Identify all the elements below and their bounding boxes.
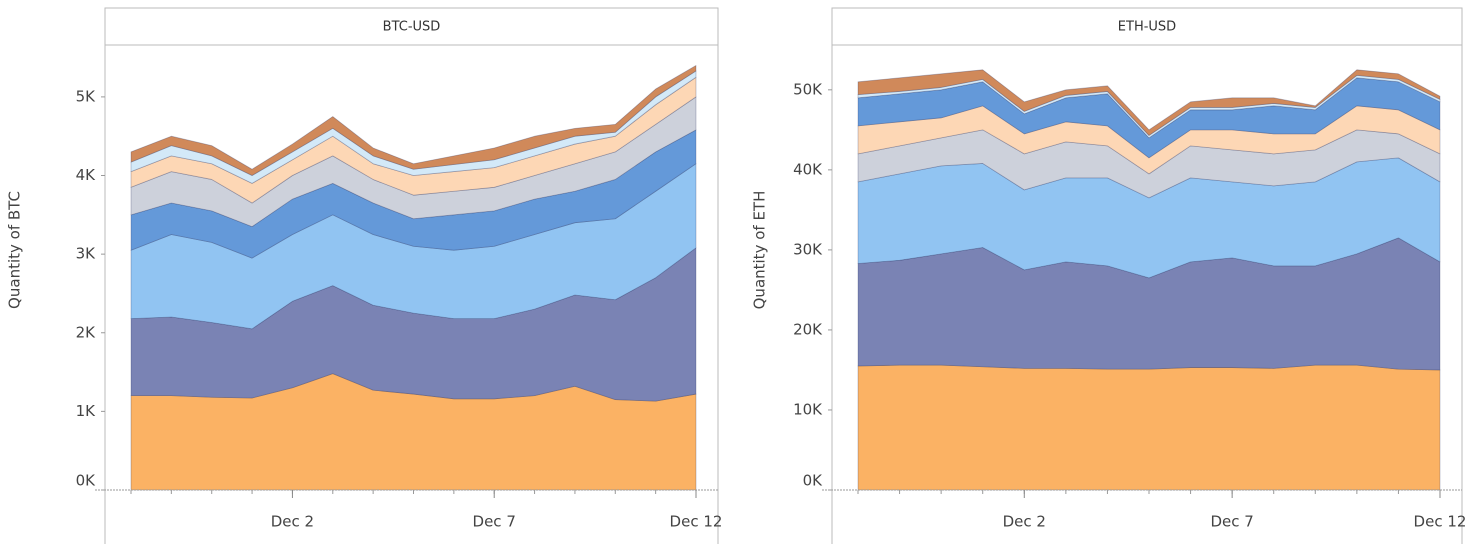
y-tick-label: 4K [76,166,97,184]
y-tick-label: 0K [76,472,97,490]
y-tick-label: 30K [793,240,823,258]
area [857,364,1441,491]
x-tick-label: Dec 7 [473,513,516,531]
area [857,157,1441,279]
area [857,69,1441,136]
x-tick-label: Dec 2 [1003,513,1046,531]
facet-header [104,7,719,46]
area [857,75,1441,139]
x-tick-label: Dec 12 [670,513,723,531]
x-tick-label: Dec 12 [1414,513,1467,531]
x-tick-label: Dec 2 [271,513,314,531]
y-axis-label: Quantity of ETH [751,191,769,310]
x-tick-label: Dec 7 [1210,513,1253,531]
area [857,105,1441,175]
y-axis-label: Quantity of BTC [6,191,24,309]
area [857,129,1441,199]
y-tick-label: 0K [803,472,824,490]
y-tick-label: 20K [793,320,823,338]
y-tick-label: 5K [76,87,97,105]
facet-title: ETH-USD [1118,20,1176,35]
area [857,77,1441,159]
area [130,129,697,259]
facet-title: BTC-USD [383,20,441,35]
area [130,65,697,176]
y-tick-label: 50K [793,80,823,98]
y-tick-label: 2K [76,323,97,341]
y-tick-label: 40K [793,160,823,178]
facet-header [831,7,1463,46]
y-tick-label: 10K [793,400,823,418]
y-tick-label: 3K [76,245,97,263]
y-tick-label: 1K [76,402,97,420]
